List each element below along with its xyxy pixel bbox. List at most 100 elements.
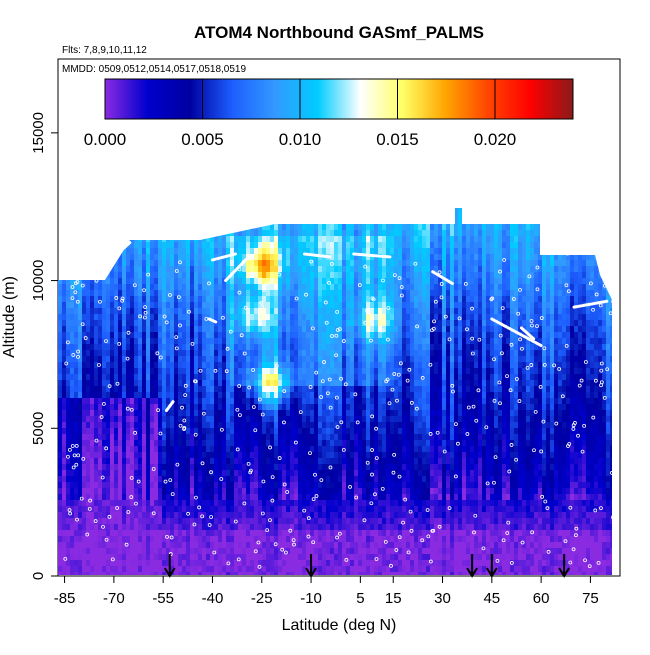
heatmap-cell <box>158 554 163 561</box>
heatmap-cell <box>322 548 327 555</box>
heatmap-cell <box>158 536 163 543</box>
heatmap-cell <box>186 446 191 453</box>
heatmap-cell <box>298 440 303 447</box>
heatmap-cell <box>366 476 371 483</box>
heatmap-cell <box>358 308 363 315</box>
heatmap-cell <box>270 494 275 501</box>
heatmap-cell <box>130 572 135 575</box>
heatmap-cell <box>70 242 75 249</box>
heatmap-cell <box>322 482 327 489</box>
heatmap-cell <box>210 488 215 495</box>
heatmap-cell <box>146 278 151 285</box>
heatmap-cell <box>326 548 331 555</box>
heatmap-cell <box>110 524 115 531</box>
heatmap-cell <box>298 518 303 525</box>
heatmap-cell <box>94 464 99 471</box>
heatmap-cell <box>162 338 167 345</box>
heatmap-cell <box>246 482 251 489</box>
heatmap-cell <box>66 488 71 495</box>
heatmap-cell <box>274 208 279 213</box>
heatmap-cell <box>142 434 147 441</box>
heatmap-cell <box>206 278 211 285</box>
heatmap-cell <box>82 344 87 351</box>
heatmap-cell <box>302 314 307 321</box>
heatmap-cell <box>314 314 319 321</box>
heatmap-cell <box>226 404 231 411</box>
heatmap-cell <box>194 530 199 537</box>
heatmap-cell <box>334 200 339 207</box>
heatmap-cell <box>262 470 267 477</box>
heatmap-cell <box>302 308 307 315</box>
heatmap-cell <box>162 314 167 321</box>
heatmap-cell <box>174 416 179 423</box>
heatmap-cell <box>258 494 263 501</box>
heatmap-cell <box>242 230 247 237</box>
heatmap-cell <box>90 422 95 429</box>
heatmap-cell <box>174 200 179 207</box>
heatmap-cell <box>266 362 271 369</box>
heatmap-cell <box>170 284 175 291</box>
heatmap-cell <box>250 530 255 537</box>
heatmap-cell <box>322 416 327 423</box>
heatmap-cell <box>246 344 251 351</box>
heatmap-cell <box>110 422 115 429</box>
heatmap-cell <box>342 512 347 519</box>
heatmap-cell <box>330 500 335 507</box>
heatmap-cell <box>198 506 203 513</box>
heatmap-cell <box>66 224 71 231</box>
heatmap-cell <box>254 218 259 225</box>
heatmap-cell <box>186 494 191 501</box>
heatmap-cell <box>342 386 347 393</box>
heatmap-cell <box>262 308 267 315</box>
heatmap-cell <box>222 398 227 405</box>
heatmap-cell <box>190 542 195 549</box>
heatmap-cell <box>342 368 347 375</box>
heatmap-cell <box>234 452 239 459</box>
heatmap-cell <box>330 208 335 213</box>
heatmap-cell <box>118 434 123 441</box>
heatmap-cell <box>150 302 155 309</box>
heatmap-cell <box>210 284 215 291</box>
heatmap-cell <box>198 218 203 225</box>
heatmap-cell <box>114 290 119 297</box>
heatmap-cell <box>358 482 363 489</box>
heatmap-cell <box>310 554 315 561</box>
heatmap-cell <box>250 428 255 435</box>
heatmap-cell <box>210 266 215 273</box>
heatmap-cell <box>294 254 299 261</box>
heatmap-cell <box>58 212 63 219</box>
heatmap-cell <box>206 218 211 225</box>
heatmap-cell <box>294 518 299 525</box>
heatmap-cell <box>150 398 155 405</box>
heatmap-cell <box>322 386 327 393</box>
heatmap-cell <box>114 212 119 219</box>
heatmap-cell <box>74 314 79 321</box>
heatmap-cell <box>182 338 187 345</box>
heatmap-cell <box>174 278 179 285</box>
heatmap-cell <box>74 296 79 303</box>
heatmap-cell <box>66 566 71 573</box>
heatmap-cell <box>278 350 283 357</box>
heatmap-cell <box>110 320 115 327</box>
heatmap-cell <box>122 524 127 531</box>
heatmap-cell <box>346 410 351 417</box>
heatmap-cell <box>134 200 139 207</box>
heatmap-cell <box>262 506 267 513</box>
heatmap-cell <box>354 560 359 567</box>
heatmap-cell <box>286 536 291 543</box>
heatmap-cell <box>210 308 215 315</box>
heatmap-cell <box>214 518 219 525</box>
heatmap-cell <box>106 208 111 213</box>
heatmap-cell <box>182 236 187 243</box>
heatmap-cell <box>74 548 79 555</box>
heatmap-cell <box>290 290 295 297</box>
heatmap-cell <box>78 362 83 369</box>
heatmap-cell <box>258 290 263 297</box>
heatmap-cell <box>178 224 183 231</box>
heatmap-cell <box>342 284 347 291</box>
heatmap-cell <box>58 236 63 243</box>
heatmap-cell <box>198 332 203 339</box>
heatmap-cell <box>366 254 371 261</box>
heatmap-cell <box>122 560 127 567</box>
heatmap-cell <box>338 302 343 309</box>
